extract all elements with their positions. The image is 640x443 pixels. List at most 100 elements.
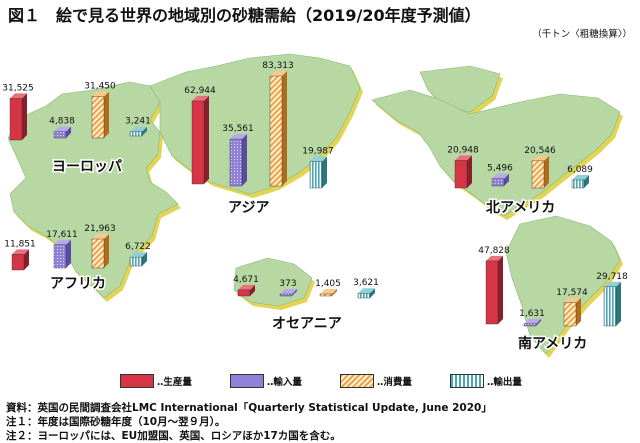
bar-export: 3,621: [353, 278, 379, 299]
bar-export: 29,718: [596, 272, 628, 327]
bar-front: [229, 138, 243, 187]
region-label-europe: ヨーロッパ: [52, 159, 122, 175]
region-label-north-america: 北アメリカ: [486, 200, 555, 216]
bar-consumption: 31,450: [84, 81, 116, 139]
bar-side: [370, 288, 375, 298]
bar-side: [142, 252, 147, 266]
bar-front: [91, 238, 105, 269]
north-america-landmass: [371, 89, 621, 217]
bar-front: [129, 256, 143, 267]
bar-side: [24, 249, 29, 270]
bar-top: [192, 95, 209, 101]
bar-front: [454, 160, 468, 189]
bar-value-label: 6,089: [567, 165, 593, 175]
bar-top: [230, 134, 247, 140]
bar-top: [12, 249, 29, 255]
bar-top: [486, 255, 503, 261]
legend-import: ‥輸入量: [230, 374, 302, 388]
bar-top: [524, 318, 541, 324]
bar-import: 373: [279, 279, 297, 297]
chart-title: 図１ 絵で見る世界の地域別の砂糖需給（2019/20年度予測値）: [8, 6, 481, 25]
note-1: 注１：年度は国際砂糖年度（10月～翌９月）。: [6, 416, 226, 428]
region-label-south-america: 南アメリカ: [518, 335, 587, 352]
legend-export: ‥輸出量: [450, 374, 522, 388]
legend-swatch-production: [120, 374, 154, 388]
bar-top: [130, 252, 147, 258]
bar-value-label: 4,671: [233, 275, 259, 285]
bar-import: 1,631: [519, 309, 545, 327]
bar-top: [532, 155, 549, 161]
legend-label-import: ‥輸入量: [267, 377, 302, 388]
bar-top: [54, 126, 71, 132]
bar-front: [309, 161, 323, 189]
bar-top: [92, 91, 109, 97]
bar-production: 31,525: [2, 83, 34, 141]
bar-side: [142, 126, 147, 136]
bar-value-label: 4,838: [49, 117, 75, 127]
bar-consumption: 83,313: [262, 61, 294, 187]
bar-top: [455, 155, 472, 161]
bar-value-label: 31,525: [2, 83, 34, 93]
bar-front: [531, 160, 545, 189]
bar-front: [53, 244, 67, 269]
bar-top: [358, 288, 375, 294]
bar-front: [485, 260, 499, 325]
bar-front: [357, 293, 371, 299]
bar-front: [563, 302, 577, 327]
region-label-oceania: オセアニア: [272, 316, 342, 332]
bar-value-label: 3,241: [125, 117, 151, 127]
bar-side: [504, 173, 509, 186]
bar-front: [319, 293, 333, 297]
bar-production: 20,948: [447, 145, 479, 189]
bar-side: [498, 255, 503, 324]
bar-consumption: 21,963: [84, 224, 116, 269]
bar-value-label: 373: [279, 279, 296, 289]
bar-value-label: 1,631: [519, 309, 545, 319]
bar-value-label: 47,828: [478, 246, 510, 256]
bar-side: [66, 239, 71, 268]
bar-side: [544, 155, 549, 188]
bar-front: [269, 75, 283, 187]
bar-side: [250, 284, 255, 296]
legend: ‥生産量 ‥輸入量 ‥消費量 ‥輸出量: [120, 374, 560, 390]
bar-value-label: 11,851: [4, 239, 36, 249]
bar-front: [9, 98, 23, 141]
bar-front: [11, 254, 25, 271]
legend-production: ‥生産量: [120, 374, 192, 388]
bar-front: [523, 323, 537, 327]
legend-consumption: ‥消費量: [340, 374, 412, 388]
bar-side: [536, 318, 541, 326]
bar-top: [238, 284, 255, 290]
bar-value-label: 1,405: [315, 279, 341, 289]
bar-top: [604, 281, 621, 287]
bar-top: [54, 239, 71, 245]
bar-front: [279, 293, 293, 297]
legend-swatch-import: [230, 374, 264, 388]
bar-side: [584, 174, 589, 188]
bar-side: [616, 281, 621, 326]
source-note: 資料：英国の民間調査会社LMC International「Quarterly …: [6, 402, 492, 414]
bar-side: [204, 95, 209, 184]
bar-side: [467, 155, 472, 188]
bar-top: [280, 289, 297, 294]
bar-front: [129, 131, 143, 137]
bar-import: 4,838: [49, 117, 75, 139]
bar-top: [10, 93, 27, 99]
bar-front: [237, 289, 251, 297]
bar-value-label: 20,948: [447, 145, 479, 155]
bar-top: [564, 297, 581, 303]
bar-value-label: 5,496: [487, 164, 513, 174]
bar-value-label: 21,963: [84, 224, 116, 234]
bar-top: [492, 173, 509, 179]
bar-export: 6,089: [567, 165, 593, 189]
bar-value-label: 17,611: [46, 230, 78, 240]
bar-import: 5,496: [487, 164, 513, 187]
bar-value-label: 29,718: [596, 272, 628, 282]
bar-top: [310, 156, 327, 162]
bar-front: [491, 178, 505, 187]
bar-value-label: 20,546: [524, 146, 556, 156]
asia-landmass: [149, 53, 361, 195]
world-sugar-map: 31,525 4,838 31,450 3,241 62,944 35,561 83,313…: [2, 53, 628, 358]
bar-production: 62,944: [184, 86, 216, 185]
bar-top: [270, 71, 287, 77]
